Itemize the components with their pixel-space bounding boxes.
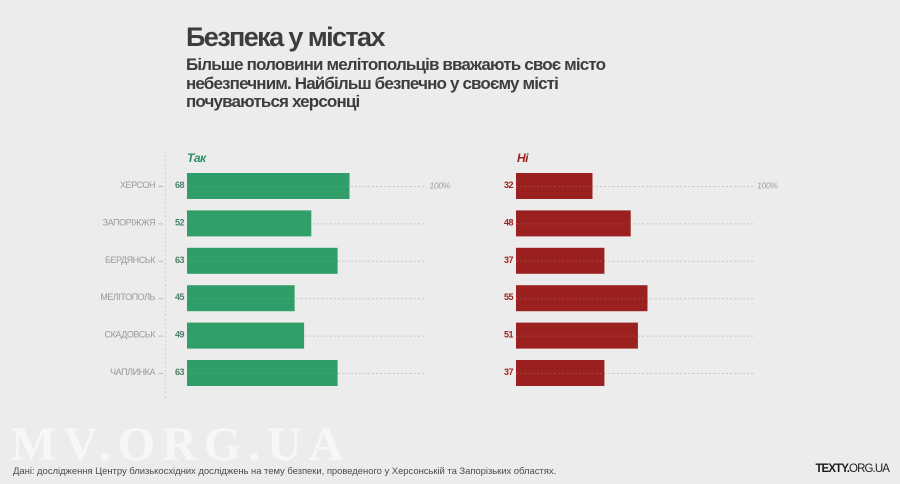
svg-text:TEXTY.ORG.UA: TEXTY.ORG.UA [815, 463, 890, 475]
svg-text:37: 37 [504, 255, 514, 265]
svg-text:51: 51 [504, 330, 514, 340]
svg-text:49: 49 [175, 330, 185, 340]
svg-text:63: 63 [175, 367, 185, 377]
svg-text:ЗАПОРІЖЖЯ: ЗАПОРІЖЖЯ [103, 217, 155, 227]
svg-text:Більше половини мелітопольців: Більше половини мелітопольців вважають с… [186, 55, 606, 74]
svg-text:Так: Так [187, 151, 207, 165]
svg-text:68: 68 [175, 180, 185, 190]
svg-text:Дані: дослідження Центру близь: Дані: дослідження Центру близькосхідних … [13, 466, 556, 477]
svg-text:МЕЛІТОПОЛЬ: МЕЛІТОПОЛЬ [100, 292, 155, 302]
svg-text:32: 32 [504, 180, 514, 190]
svg-text:СКАДОВСЬК: СКАДОВСЬК [105, 330, 157, 340]
svg-text:45: 45 [175, 292, 185, 302]
svg-text:небезпечним. Найбільш безпечно: небезпечним. Найбільш безпечно у своєму … [186, 74, 558, 93]
svg-text:48: 48 [504, 217, 514, 227]
svg-text:Безпека у містах: Безпека у містах [186, 22, 385, 52]
svg-text:63: 63 [175, 255, 185, 265]
svg-text:БЕРДЯНСЬК: БЕРДЯНСЬК [105, 255, 156, 265]
svg-text:100%: 100% [430, 181, 451, 191]
svg-text:55: 55 [504, 292, 514, 302]
svg-text:MV.ORG.UA: MV.ORG.UA [11, 418, 350, 471]
svg-text:ЧАПЛИНКА: ЧАПЛИНКА [110, 367, 155, 377]
svg-text:почуваються херсонці: почуваються херсонці [186, 92, 359, 111]
svg-text:52: 52 [175, 217, 185, 227]
svg-text:100%: 100% [757, 181, 778, 191]
svg-text:Ні: Ні [517, 151, 529, 165]
svg-text:ХЕРСОН: ХЕРСОН [120, 180, 155, 190]
svg-text:37: 37 [504, 367, 514, 377]
